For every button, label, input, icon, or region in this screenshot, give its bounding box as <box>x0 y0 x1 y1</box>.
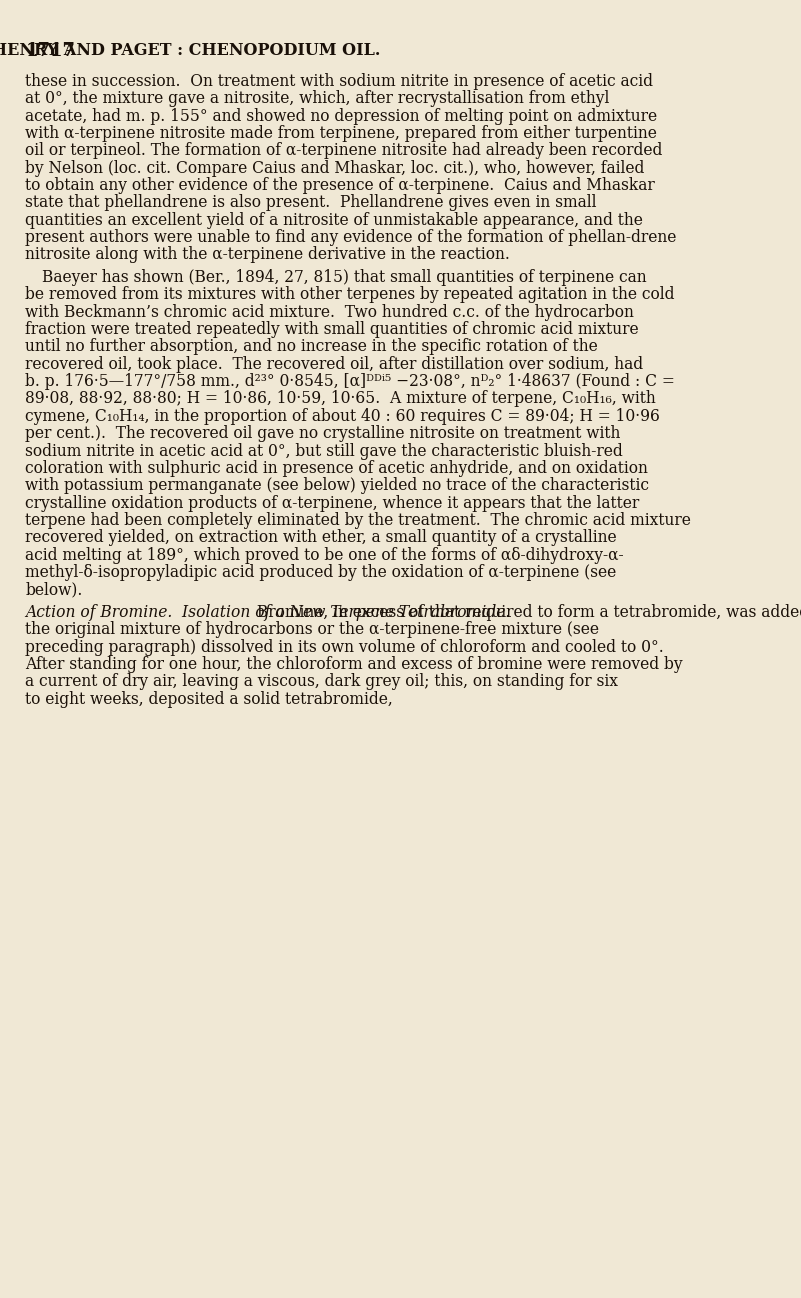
Text: b. p. 176·5—177°/758 mm., d²³° 0·8545, [α]ᴰᴰⁱ⁵ −23·08°, nᴰ₂° 1·48637 (Found : C : b. p. 176·5—177°/758 mm., d²³° 0·8545, [… <box>26 373 675 391</box>
Text: cymene, C₁₀H₁₄, in the proportion of about 40 : 60 requires C = 89·04; H = 10·96: cymene, C₁₀H₁₄, in the proportion of abo… <box>26 408 660 424</box>
Text: recovered yielded, on extraction with ether, a small quantity of a crystalline: recovered yielded, on extraction with et… <box>26 530 617 546</box>
Text: quantities an excellent yield of a nitrosite of unmistakable appearance, and the: quantities an excellent yield of a nitro… <box>26 212 643 228</box>
Text: by Nelson (loc. cit. Compare Caius and Mhaskar, loc. cit.), who, however, failed: by Nelson (loc. cit. Compare Caius and M… <box>26 160 645 177</box>
Text: per cent.).  The recovered oil gave no crystalline nitrosite on treatment with: per cent.). The recovered oil gave no cr… <box>26 426 621 443</box>
Text: at 0°, the mixture gave a nitrosite, which, after recrystallisation from ethyl: at 0°, the mixture gave a nitrosite, whi… <box>26 90 610 108</box>
Text: preceding paragraph) dissolved in its own volume of chloroform and cooled to 0°.: preceding paragraph) dissolved in its ow… <box>26 639 664 655</box>
Text: sodium nitrite in acetic acid at 0°, but still gave the characteristic bluish-re: sodium nitrite in acetic acid at 0°, but… <box>26 443 623 459</box>
Text: these in succession.  On treatment with sodium nitrite in presence of acetic aci: these in succession. On treatment with s… <box>26 73 654 90</box>
Text: acid melting at 189°, which proved to be one of the forms of αδ-dihydroxy-α-: acid melting at 189°, which proved to be… <box>26 546 624 563</box>
Text: state that phellandrene is also present.  Phellandrene gives even in small: state that phellandrene is also present.… <box>26 195 597 212</box>
Text: After standing for one hour, the chloroform and excess of bromine were removed b: After standing for one hour, the chlorof… <box>26 655 683 674</box>
Text: HENRY AND PAGET : CHENOPODIUM OIL.: HENRY AND PAGET : CHENOPODIUM OIL. <box>0 42 380 58</box>
Text: 89·08, 88·92, 88·80; H = 10·86, 10·59, 10·65.  A mixture of terpene, C₁₀H₁₆, wit: 89·08, 88·92, 88·80; H = 10·86, 10·59, 1… <box>26 391 656 408</box>
Text: methyl-δ-isopropyladipic acid produced by the oxidation of α-terpinene (see: methyl-δ-isopropyladipic acid produced b… <box>26 565 617 582</box>
Text: with α-terpinene nitrosite made from terpinene, prepared from either turpentine: with α-terpinene nitrosite made from ter… <box>26 125 657 141</box>
Text: terpene had been completely eliminated by the treatment.  The chromic acid mixtu: terpene had been completely eliminated b… <box>26 511 691 530</box>
Text: fraction were treated repeatedly with small quantities of chromic acid mixture: fraction were treated repeatedly with sm… <box>26 321 639 337</box>
Text: Action of Bromine.  Isolation of a New Terpene Tetrabromide.: Action of Bromine. Isolation of a New Te… <box>26 604 510 620</box>
Text: recovered oil, took place.  The recovered oil, after distillation over sodium, h: recovered oil, took place. The recovered… <box>26 356 643 373</box>
Text: a current of dry air, leaving a viscous, dark grey oil; this, on standing for si: a current of dry air, leaving a viscous,… <box>26 674 618 691</box>
Text: Bromine, in excess of that required to form a tetrabromide, was added to either: Bromine, in excess of that required to f… <box>252 604 801 620</box>
Text: until no further absorption, and no increase in the specific rotation of the: until no further absorption, and no incr… <box>26 339 598 356</box>
Text: with potassium permanganate (see below) yielded no trace of the characteristic: with potassium permanganate (see below) … <box>26 478 650 495</box>
Text: with Beckmann’s chromic acid mixture.  Two hundred c.c. of the hydrocarbon: with Beckmann’s chromic acid mixture. Tw… <box>26 304 634 321</box>
Text: present authors were unable to find any evidence of the formation of phellan­dre: present authors were unable to find any … <box>26 228 677 247</box>
Text: the original mixture of hydrocarbons or the α-terpinene-free mixture (see: the original mixture of hydrocarbons or … <box>26 622 599 639</box>
Text: 1717: 1717 <box>26 42 75 60</box>
Text: below).: below). <box>26 582 83 598</box>
Text: be removed from its mixtures with other terpenes by repeated agitation in the co: be removed from its mixtures with other … <box>26 287 674 304</box>
Text: coloration with sulphuric acid in presence of acetic anhydride, and on oxidation: coloration with sulphuric acid in presen… <box>26 459 648 476</box>
Text: to eight weeks, deposited a solid tetrabromide,: to eight weeks, deposited a solid tetrab… <box>26 691 393 707</box>
Text: to obtain any other evidence of the presence of α-terpinene.  Caius and Mhaskar: to obtain any other evidence of the pres… <box>26 177 655 193</box>
Text: acetate, had m. p. 155° and showed no depression of melting point on admixture: acetate, had m. p. 155° and showed no de… <box>26 108 658 125</box>
Text: crystalline oxidation products of α-terpinene, whence it appears that the latter: crystalline oxidation products of α-terp… <box>26 495 639 511</box>
Text: oil or terpineol. The formation of α-terpinene nitrosite had already been record: oil or terpineol. The formation of α-ter… <box>26 143 662 160</box>
Text: Baeyer has shown (Ber., 1894, 27, 815) that small quantities of terpinene can: Baeyer has shown (Ber., 1894, 27, 815) t… <box>42 269 646 286</box>
Text: nitrosite along with the α-terpinene derivative in the reaction.: nitrosite along with the α-terpinene der… <box>26 247 510 263</box>
